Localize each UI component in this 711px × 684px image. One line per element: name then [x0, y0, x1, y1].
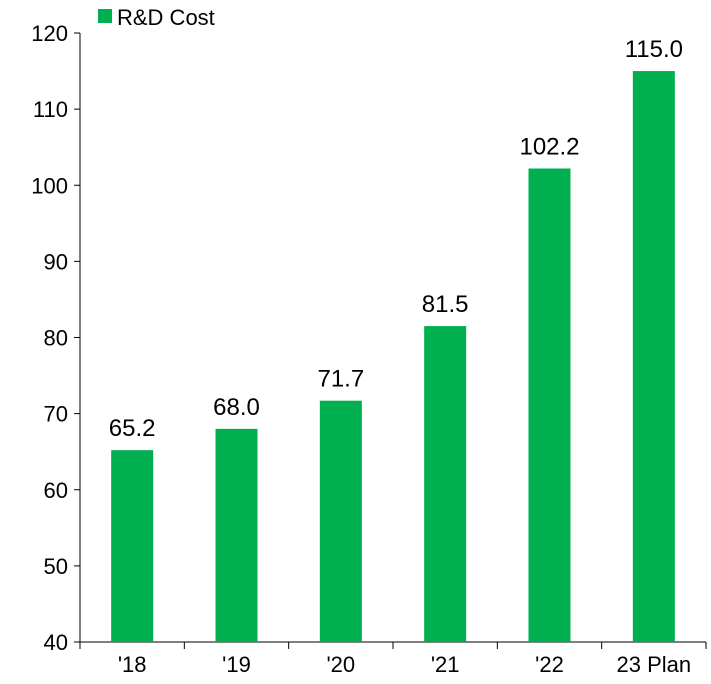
legend-swatch: [98, 9, 112, 23]
legend-label: R&D Cost: [117, 5, 215, 30]
x-tick-label: '19: [222, 652, 251, 677]
bar: [528, 168, 571, 642]
y-tick-label: 40: [44, 630, 68, 655]
y-tick-label: 50: [44, 554, 68, 579]
data-label: 102.2: [519, 134, 579, 161]
x-tick-label: '20: [326, 652, 355, 677]
x-tick-label: 23 Plan: [617, 652, 692, 677]
bars: [111, 71, 675, 642]
data-label: 115.0: [625, 36, 683, 63]
bar: [215, 428, 258, 642]
bar: [632, 71, 675, 642]
y-tick-label: 120: [31, 21, 68, 46]
y-tick-label: 110: [33, 97, 68, 122]
y-tick-label: 90: [44, 249, 68, 274]
data-label: 68.0: [213, 394, 260, 421]
x-tick-label: '22: [535, 652, 564, 677]
bar: [424, 326, 467, 642]
y-tick-label: 70: [44, 402, 68, 427]
bar: [111, 450, 154, 642]
bar: [319, 400, 362, 642]
data-labels: 65.2 68.0 71.7 81.5 102.2 115.0: [109, 36, 683, 442]
x-tick-label: '21: [431, 652, 460, 677]
x-tick-label: '18: [118, 652, 147, 677]
data-label: 81.5: [422, 291, 469, 318]
data-label: 71.7: [317, 366, 364, 393]
y-axis: 40 50 60 70 80 90 100 110 120: [31, 21, 81, 655]
y-tick-label: 60: [44, 478, 68, 503]
y-tick-label: 80: [44, 326, 68, 351]
y-tick-label: 100: [31, 173, 68, 198]
legend: R&D Cost: [98, 5, 215, 30]
x-axis: '18 '19 '20 '21 '22 23 Plan: [79, 641, 707, 677]
data-label: 65.2: [109, 415, 156, 442]
